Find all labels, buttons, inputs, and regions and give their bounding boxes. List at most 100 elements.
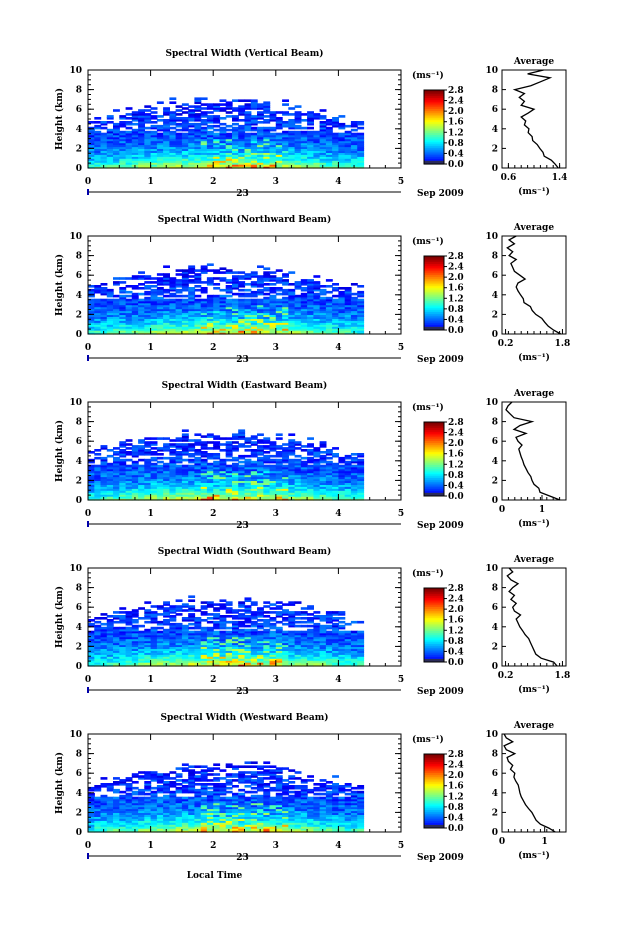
colorbar-segment (424, 813, 444, 816)
average-y-tick-label: 2 (492, 642, 498, 652)
date-day: 23 (236, 853, 249, 863)
colorbar-tick-label: 0.4 (448, 315, 464, 325)
colorbar-segment (424, 434, 444, 438)
average-y-tick-label: 8 (492, 418, 498, 428)
colorbar: 0.00.40.81.21.62.02.42.8 (423, 750, 464, 834)
y-tick-label: 10 (69, 398, 82, 408)
colorbar-segment (424, 162, 444, 165)
colorbar-segment (424, 494, 444, 497)
colorbar-segment (424, 300, 444, 303)
colorbar-segment (424, 783, 444, 786)
colorbar-segment (424, 115, 444, 119)
colorbar-segment (424, 436, 444, 440)
colorbar-segment (424, 259, 444, 263)
date-day: 23 (236, 687, 249, 697)
y-tick-label: 10 (69, 66, 82, 76)
average-y-tick-label: 6 (492, 437, 498, 447)
colorbar-segment (424, 626, 444, 630)
colorbar-tick-label: 0.0 (448, 658, 464, 668)
colorbar-segment (424, 471, 444, 475)
x-axis-label: Local Time (187, 871, 243, 881)
colorbar-segment (424, 768, 444, 772)
colorbar-segment (424, 765, 444, 768)
colorbar-segment (424, 477, 444, 480)
heatmap-cells (88, 97, 365, 169)
colorbar-segment (424, 826, 444, 829)
colorbar-tick-label: 2.8 (448, 418, 464, 428)
colorbar-segment (424, 119, 444, 122)
panel-title: Spectral Width (Westward Beam) (160, 712, 328, 723)
colorbar-segment (424, 444, 444, 447)
y-tick-label: 0 (76, 330, 82, 340)
date-month-year: Sep 2009 (417, 853, 464, 863)
colorbar-tick-label: 2.0 (448, 273, 464, 283)
colorbar-segment (424, 796, 444, 799)
colorbar-segment (424, 291, 444, 294)
colorbar-tick-label: 0.0 (448, 492, 464, 502)
colorbar-segment (424, 125, 444, 128)
colorbar-segment (424, 427, 444, 430)
average-y-tick-label: 6 (492, 271, 498, 281)
y-axis-label: Height (km) (54, 88, 65, 150)
colorbar-segment (424, 459, 444, 462)
colorbar-tick-label: 0.4 (448, 481, 464, 491)
average-x-tick-label: 0.6 (501, 173, 517, 183)
heatmap-cells (88, 595, 365, 667)
colorbar-segment (424, 268, 444, 272)
colorbar-segment (424, 117, 444, 121)
y-tick-label: 6 (76, 105, 82, 115)
x-tick-label: 0 (85, 177, 91, 187)
x-tick-label: 5 (398, 343, 404, 353)
colorbar-segment (424, 468, 444, 471)
colorbar-segment (424, 811, 444, 814)
colorbar-segment (424, 488, 444, 491)
colorbar-segment (424, 599, 444, 602)
colorbar-segment (424, 423, 444, 427)
colorbar-segment (424, 591, 444, 595)
colorbar-tick-label: 1.2 (448, 626, 464, 636)
colorbar-segment (424, 154, 444, 158)
x-tick-label: 2 (210, 177, 216, 187)
colorbar-segment (424, 95, 444, 98)
colorbar-segment (424, 822, 444, 825)
average-y-tick-label: 2 (492, 808, 498, 818)
colorbar-segment (424, 289, 444, 292)
colorbar-segment (424, 778, 444, 781)
colorbar-label: (ms⁻¹) (412, 402, 444, 413)
colorbar-tick-label: 2.4 (448, 429, 464, 439)
colorbar-tick-label: 0.8 (448, 637, 464, 647)
colorbar-segment (424, 781, 444, 785)
average-y-tick-label: 6 (492, 105, 498, 115)
colorbar: 0.00.40.81.21.62.02.42.8 (423, 252, 464, 336)
average-y-tick-label: 8 (492, 86, 498, 96)
colorbar-segment (424, 104, 444, 108)
colorbar-segment (424, 645, 444, 648)
colorbar-segment (424, 643, 444, 646)
colorbar-tick-label: 2.0 (448, 771, 464, 781)
colorbar-segment (424, 451, 444, 454)
colorbar-segment (424, 588, 444, 591)
colorbar-segment (424, 270, 444, 274)
x-tick-label: 1 (147, 177, 153, 187)
average-y-tick-label: 10 (485, 730, 498, 740)
average-x-label: (ms⁻¹) (518, 352, 550, 363)
colorbar-segment (424, 617, 444, 620)
average-profile: Average 0 2 4 6 8 10 0.2 1.8 (ms⁻¹) (485, 223, 570, 363)
average-x-tick-label: 1.8 (555, 671, 571, 681)
colorbar-tick-label: 0.0 (448, 824, 464, 834)
y-tick-label: 8 (76, 750, 82, 760)
colorbar-segment (424, 141, 444, 145)
colorbar-segment (424, 787, 444, 790)
x-tick-label: 5 (398, 177, 404, 187)
colorbar-segment (424, 296, 444, 300)
average-title: Average (513, 555, 554, 565)
colorbar-segment (424, 763, 444, 766)
panel-1: Spectral Width (Northward Beam)0 1 2 3 4 5024… (54, 214, 570, 365)
colorbar-segment (424, 305, 444, 309)
average-y-tick-label: 8 (492, 584, 498, 594)
colorbar-tick-label: 1.6 (448, 782, 464, 792)
colorbar-segment (424, 442, 444, 445)
colorbar-segment (424, 97, 444, 100)
colorbar-segment (424, 103, 444, 106)
